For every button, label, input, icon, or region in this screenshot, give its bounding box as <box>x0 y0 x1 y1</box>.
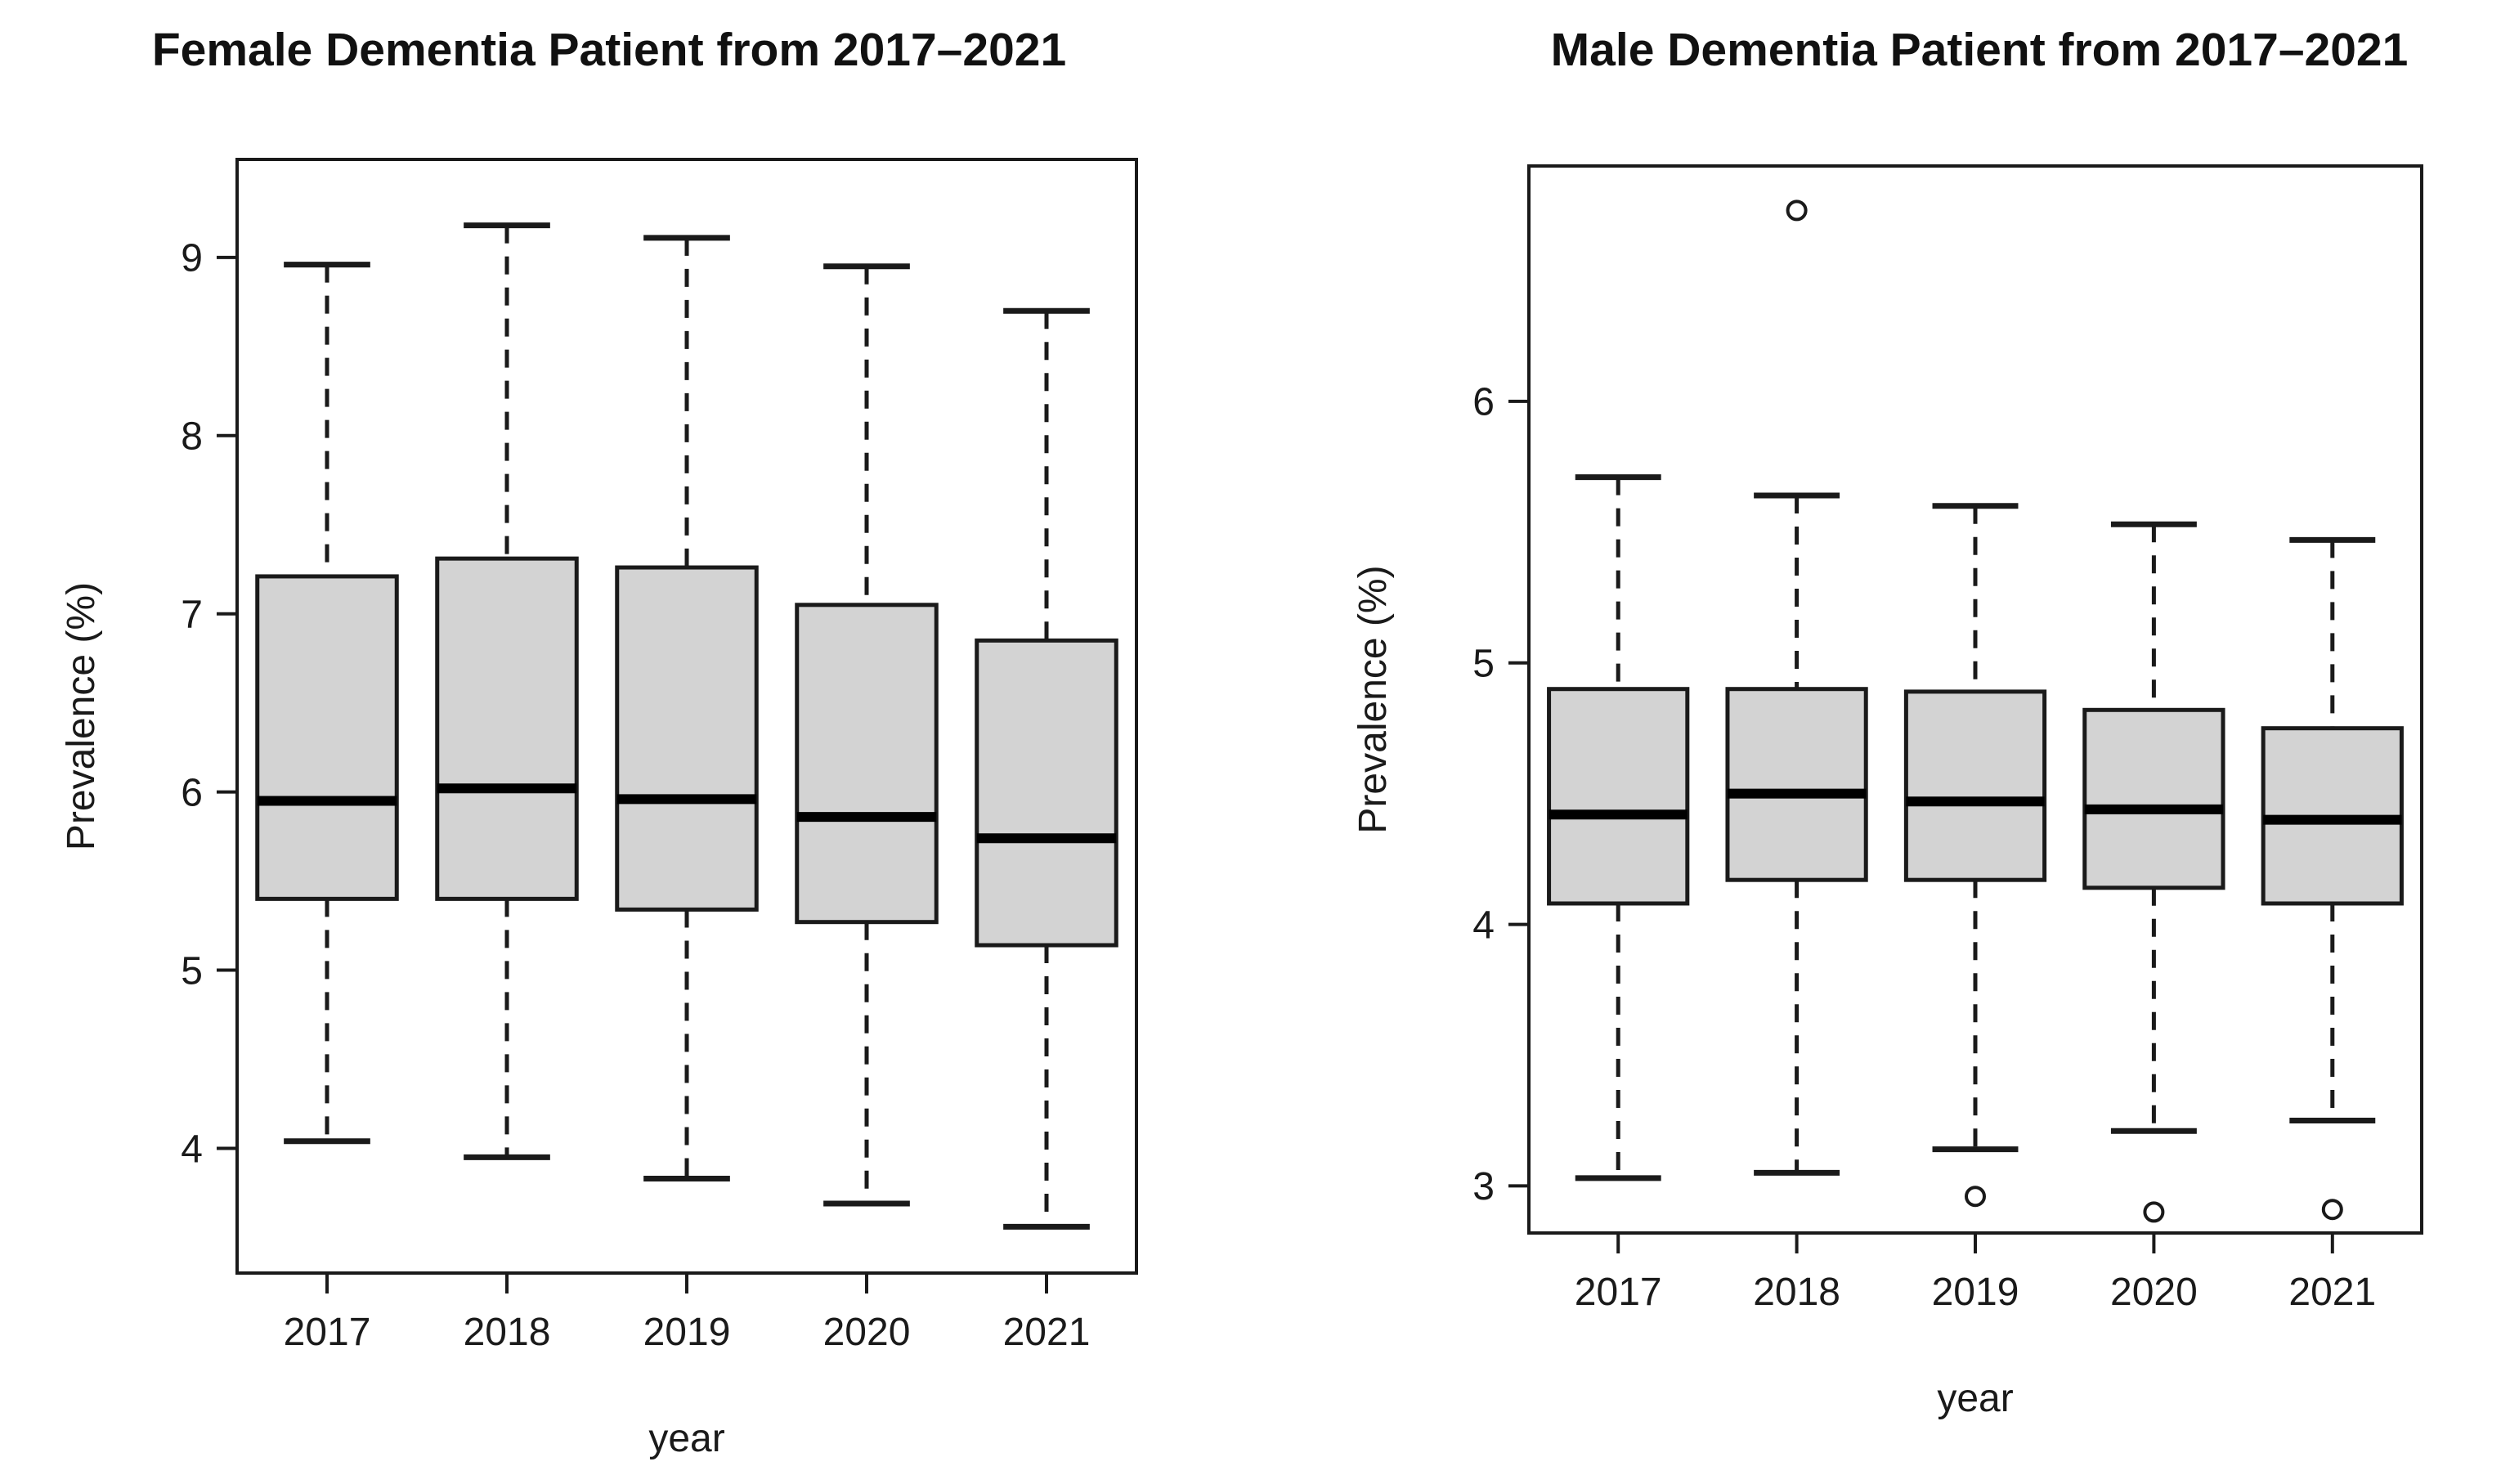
outlier-point <box>2143 1201 2165 1223</box>
boxplot-2017 <box>1547 474 1690 1181</box>
box-iqr <box>795 603 939 925</box>
x-tick-label: 2020 <box>823 1311 911 1354</box>
y-tick-label: 6 <box>181 771 203 814</box>
boxplot-2020 <box>795 263 939 1207</box>
boxplot-2019 <box>1903 503 2047 1208</box>
x-tick-label: 2020 <box>2110 1271 2198 1314</box>
panel-female: Female Dementia Patient from 2017–2021 4… <box>60 24 1138 1460</box>
box-iqr <box>615 565 759 912</box>
y-axis-label: Prevalence (%) <box>1351 565 1395 833</box>
boxplot-svg-male: 3 4 5 6 Prevalence (%) 2017 2018 2019 2020 2021 ye… <box>1351 164 2423 1420</box>
panel-title-female: Female Dementia Patient from 2017–2021 <box>151 24 1067 76</box>
y-tick-label: 8 <box>181 415 203 459</box>
y-tick-label: 4 <box>181 1128 203 1171</box>
box-iqr <box>435 556 579 901</box>
y-tick-label: 4 <box>1472 903 1495 947</box>
boxplot-2021 <box>2261 536 2404 1221</box>
box-iqr <box>255 574 399 901</box>
y-tick-label: 3 <box>1472 1165 1495 1208</box>
panel-male: Male Dementia Patient from 2017–2021 3 4 5… <box>1255 0 2510 1484</box>
boxplot-2019 <box>615 235 759 1182</box>
x-tick-label: 2019 <box>1932 1271 2019 1314</box>
box-iqr <box>1725 687 1868 882</box>
x-tick-label: 2019 <box>643 1311 731 1354</box>
y-tick-label: 5 <box>1472 643 1495 686</box>
box-iqr <box>1547 687 1690 906</box>
panel-title-male: Male Dementia Patient from 2017–2021 <box>1550 24 2409 76</box>
boxplot-2020 <box>2082 521 2225 1223</box>
y-axis-label: Prevalence (%) <box>60 582 103 850</box>
outlier-point <box>1786 200 1808 222</box>
y-tick-label: 5 <box>181 949 203 993</box>
x-tick-label: 2018 <box>464 1311 551 1354</box>
y-tick-label: 6 <box>1472 381 1495 424</box>
x-tick-label: 2021 <box>2288 1271 2376 1314</box>
y-tick-label: 9 <box>181 237 203 280</box>
boxplot-2018 <box>435 222 579 1160</box>
x-tick-label: 2017 <box>284 1311 371 1354</box>
x-axis-label: year <box>648 1417 724 1460</box>
y-tick-label: 7 <box>181 593 203 636</box>
boxplot-2017 <box>255 262 399 1145</box>
box-iqr <box>975 638 1118 948</box>
x-axis-label: year <box>1937 1377 2013 1420</box>
outlier-point <box>2321 1199 2343 1221</box>
boxplot-svg-female: 4 5 6 7 8 9 Prevalence (%) 2017 2018 2019 2020 2021… <box>60 158 1138 1460</box>
x-tick-label: 2021 <box>1003 1311 1091 1354</box>
x-tick-label: 2018 <box>1753 1271 1840 1314</box>
outlier-point <box>1965 1186 1986 1208</box>
box-iqr <box>2082 707 2225 890</box>
boxplot-2018 <box>1725 200 1868 1176</box>
x-tick-label: 2017 <box>1575 1271 1662 1314</box>
box-iqr <box>1903 689 2047 882</box>
boxplot-2021 <box>975 307 1118 1230</box>
